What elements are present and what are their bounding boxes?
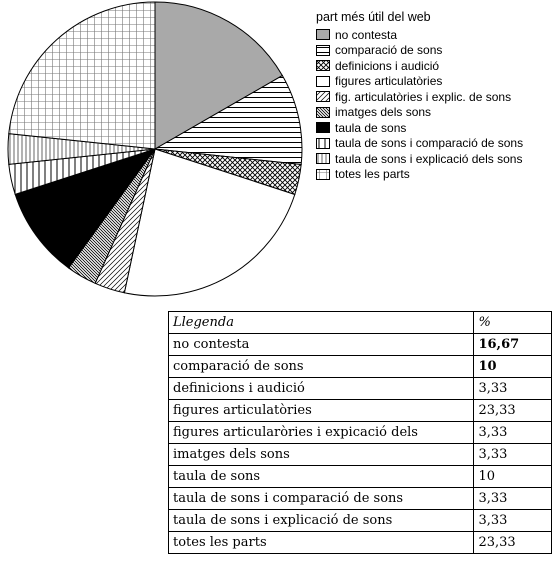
table-cell-label: imatges dels sons xyxy=(167,443,475,466)
table-cell-value: 16,67 xyxy=(473,333,552,356)
table-cell-label: figures articulatòries xyxy=(167,399,475,422)
table-row: taula de sons 10 xyxy=(167,465,552,488)
legend-label: comparació de sons xyxy=(335,43,443,58)
legend-entry: taula de sons i comparació de sons xyxy=(316,136,560,152)
table-cell-value: 23,33 xyxy=(473,531,552,554)
legend-swatch xyxy=(316,122,330,134)
table-header-value: % xyxy=(473,311,552,334)
table-cell-value: 3,33 xyxy=(473,509,552,532)
table-cell-value: 3,33 xyxy=(473,443,552,466)
table-cell-value: 3,33 xyxy=(473,487,552,510)
legend-swatch xyxy=(316,137,330,149)
legend-entry: definicions i audició xyxy=(316,58,560,74)
table-cell-label: totes les parts xyxy=(167,531,475,554)
table-cell-value: 10 xyxy=(473,465,552,488)
legend-swatch xyxy=(316,91,330,103)
legend-swatch xyxy=(316,106,330,118)
table-row: definicions i audició 3,33 xyxy=(167,377,552,400)
pie-slice-10 xyxy=(8,1,156,150)
pie-slice-2 xyxy=(153,74,303,165)
legend-label: figures articulatòries xyxy=(335,74,443,89)
legend-entry: figures articulatòries xyxy=(316,74,560,90)
table-header-label: Llegenda xyxy=(167,311,475,334)
pie-chart xyxy=(7,1,303,297)
legend-swatch xyxy=(316,29,330,41)
legend: part més útil del web no contesta compara… xyxy=(316,10,560,182)
table-row: taula de sons i explicació de sons 3,33 xyxy=(167,509,552,532)
legend-label: totes les parts xyxy=(335,167,410,182)
data-table: Llegenda % no contesta 16,67 comparació de… xyxy=(167,311,552,554)
legend-entry: comparació de sons xyxy=(316,43,560,59)
table-cell-label: no contesta xyxy=(167,333,475,356)
table-row: taula de sons i comparació de sons 3,33 xyxy=(167,487,552,510)
pie-slice-7 xyxy=(14,148,157,269)
table-row: no contesta 16,67 xyxy=(167,333,552,356)
legend-label: definicions i audició xyxy=(335,58,440,73)
legend-label: taula de sons i comparació de sons xyxy=(335,136,524,151)
table-row: figures articularòries i expicació dels 3… xyxy=(167,421,552,444)
legend-swatch xyxy=(316,168,330,180)
legend-entry: taula de sons i explicació dels sons xyxy=(316,151,560,167)
legend-entry: taula de sons xyxy=(316,120,560,136)
legend-entry: totes les parts xyxy=(316,167,560,183)
table-header-row: Llegenda % xyxy=(167,311,552,334)
legend-entry: imatges dels sons xyxy=(316,105,560,121)
legend-swatch xyxy=(316,75,330,87)
legend-swatch xyxy=(316,44,330,56)
table-row: imatges dels sons 3,33 xyxy=(167,443,552,466)
table-row: comparació de sons 10 xyxy=(167,355,552,378)
table-cell-value: 23,33 xyxy=(473,399,552,422)
table-cell-label: taula de sons i comparació de sons xyxy=(167,487,475,510)
table-cell-label: taula de sons i explicació de sons xyxy=(167,509,475,532)
table-row: figures articulatòries 23,33 xyxy=(167,399,552,422)
legend-swatch xyxy=(316,153,330,165)
table-row: totes les parts 23,33 xyxy=(167,531,552,554)
legend-title: part més útil del web xyxy=(316,10,431,24)
table-cell-label: taula de sons xyxy=(167,465,475,488)
legend-entry: no contesta xyxy=(316,27,560,43)
table-cell-value: 10 xyxy=(473,355,552,378)
table-cell-label: definicions i audició xyxy=(167,377,475,400)
legend-label: taula de sons i explicació dels sons xyxy=(335,151,523,166)
legend-swatch xyxy=(316,60,330,72)
pie-slice-4 xyxy=(123,148,296,297)
table-cell-label: comparació de sons xyxy=(167,355,475,378)
legend-label: fig. articulatòries i explic. de sons xyxy=(335,89,512,104)
table-cell-value: 3,33 xyxy=(473,377,552,400)
legend-entry: fig. articulatòries i explic. de sons xyxy=(316,89,560,105)
table-cell-value: 3,33 xyxy=(473,421,552,444)
pie-slice-1 xyxy=(154,1,284,150)
legend-label: no contesta xyxy=(335,27,398,42)
legend-label: taula de sons xyxy=(335,120,407,135)
legend-label: imatges dels sons xyxy=(335,105,432,120)
table-cell-label: figures articularòries i expicació dels xyxy=(167,421,475,444)
